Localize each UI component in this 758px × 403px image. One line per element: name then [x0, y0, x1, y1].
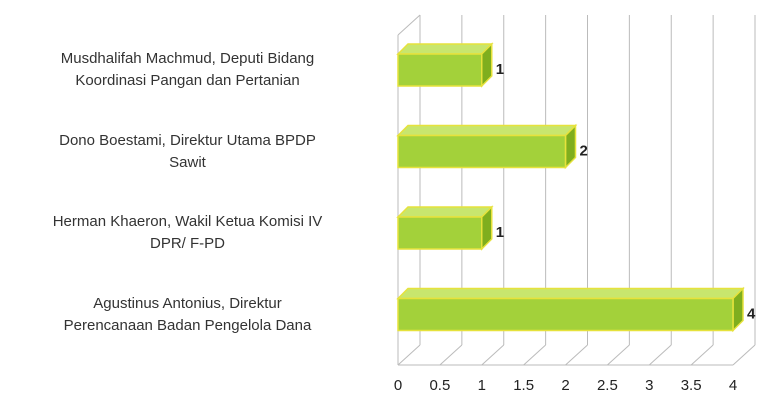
data-label: 2 — [580, 142, 588, 159]
bar — [397, 53, 483, 87]
x-tick-label: 0.5 — [429, 377, 450, 394]
x-tick-label: 0 — [394, 377, 402, 394]
bar — [397, 216, 483, 250]
x-tick-label: 3 — [645, 377, 653, 394]
grid-line — [397, 344, 421, 366]
wall-edge — [397, 14, 421, 36]
x-tick-label: 4 — [729, 377, 737, 394]
x-tick-label: 2 — [561, 377, 569, 394]
bar-top — [396, 43, 494, 55]
bar-top — [396, 287, 745, 300]
grid-line — [439, 344, 463, 366]
data-label: 1 — [496, 224, 504, 241]
bar-top — [396, 206, 494, 218]
y-tick-label: Agustinus Antonius, Direktur Perencanaan… — [63, 294, 312, 334]
grid-line — [732, 344, 756, 366]
x-tick-label: 3.5 — [681, 377, 702, 394]
y-tick-label: Dono Boestami, Direktur Utama BPDP Sawit — [59, 131, 316, 171]
grid-line — [565, 344, 588, 366]
data-label: 4 — [747, 305, 756, 322]
x-tick-label: 1.5 — [513, 377, 534, 394]
y-tick-label: Herman Khaeron, Wakil Ketua Komisi IV DP… — [52, 213, 323, 252]
bar-top — [396, 124, 578, 137]
bar — [397, 297, 734, 332]
x-tick-label: 1 — [478, 377, 486, 394]
x-tick-label: 2.5 — [597, 377, 618, 394]
data-label: 1 — [496, 61, 504, 78]
grid-line — [690, 344, 714, 366]
y-tick-label: Musdhalifah Machmud, Deputi Bidang Koord… — [60, 50, 315, 89]
grid-line — [523, 344, 546, 366]
grid-line — [481, 344, 505, 366]
grid-line — [607, 344, 630, 366]
bar — [397, 134, 567, 169]
grid-line — [648, 344, 672, 366]
